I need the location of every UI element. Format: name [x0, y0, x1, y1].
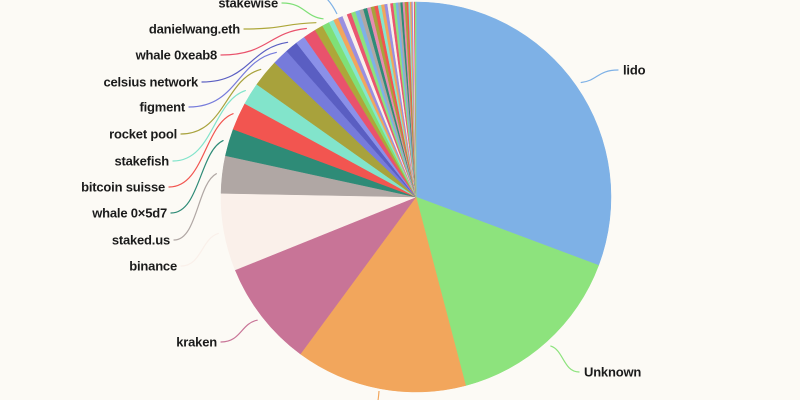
leader-line-binance: [180, 232, 219, 267]
pie-slice-kraken[interactable]: [234, 196, 417, 355]
leader-line-whale-0xeab8: [220, 27, 307, 56]
slice-label-bitcoin-suisse: bitcoin suisse: [81, 179, 165, 195]
slice-label-lido: lido: [623, 62, 646, 78]
slice-label-binance: binance: [129, 258, 177, 274]
leader-line-lido: [580, 69, 619, 84]
leader-line-danielwang-eth: [243, 22, 317, 30]
pie-slice-sliver-2[interactable]: [300, 196, 466, 393]
slice-label-staked-us: staked.us: [111, 232, 170, 248]
slice-label-stakefish: stakefish: [114, 153, 169, 169]
leader-line-rocket-pool: [180, 68, 262, 135]
pie-slice-lido[interactable]: [415, 1, 612, 266]
slice-label-stakewise: stakewise: [218, 0, 278, 11]
slice-label-figment: figment: [139, 99, 185, 115]
leader-line-staked-us: [173, 173, 217, 241]
leader-line-whale-0-5d7: [170, 140, 224, 214]
pie-slice-unknown[interactable]: [415, 196, 599, 386]
leader-line-kraken: [220, 319, 258, 343]
slice-label-danielwang-eth: danielwang.eth: [148, 21, 240, 37]
slice-label-whale-0-5d7: whale 0×5d7: [92, 205, 167, 221]
slice-label-rocket-pool: rocket pool: [109, 126, 177, 142]
slice-label-celsius-network: celsius network: [103, 74, 198, 90]
leader-line-celsius-network: [201, 41, 289, 83]
leader-line-stub-1: [327, 0, 338, 15]
slice-label-whale-0xeab8: whale 0xeab8: [135, 47, 218, 63]
leader-line-stub-0: [377, 390, 380, 400]
leader-line-bitcoin-suisse: [168, 113, 234, 188]
slice-label-kraken: kraken: [176, 334, 217, 350]
leader-line-stakewise: [281, 2, 324, 20]
slice-label-unknown: Unknown: [584, 364, 642, 380]
leader-line-unknown: [550, 345, 580, 373]
leader-line-stakefish: [172, 90, 246, 162]
leader-line-figment: [188, 51, 277, 108]
pie-slice-sliver-45[interactable]: [414, 1, 417, 198]
